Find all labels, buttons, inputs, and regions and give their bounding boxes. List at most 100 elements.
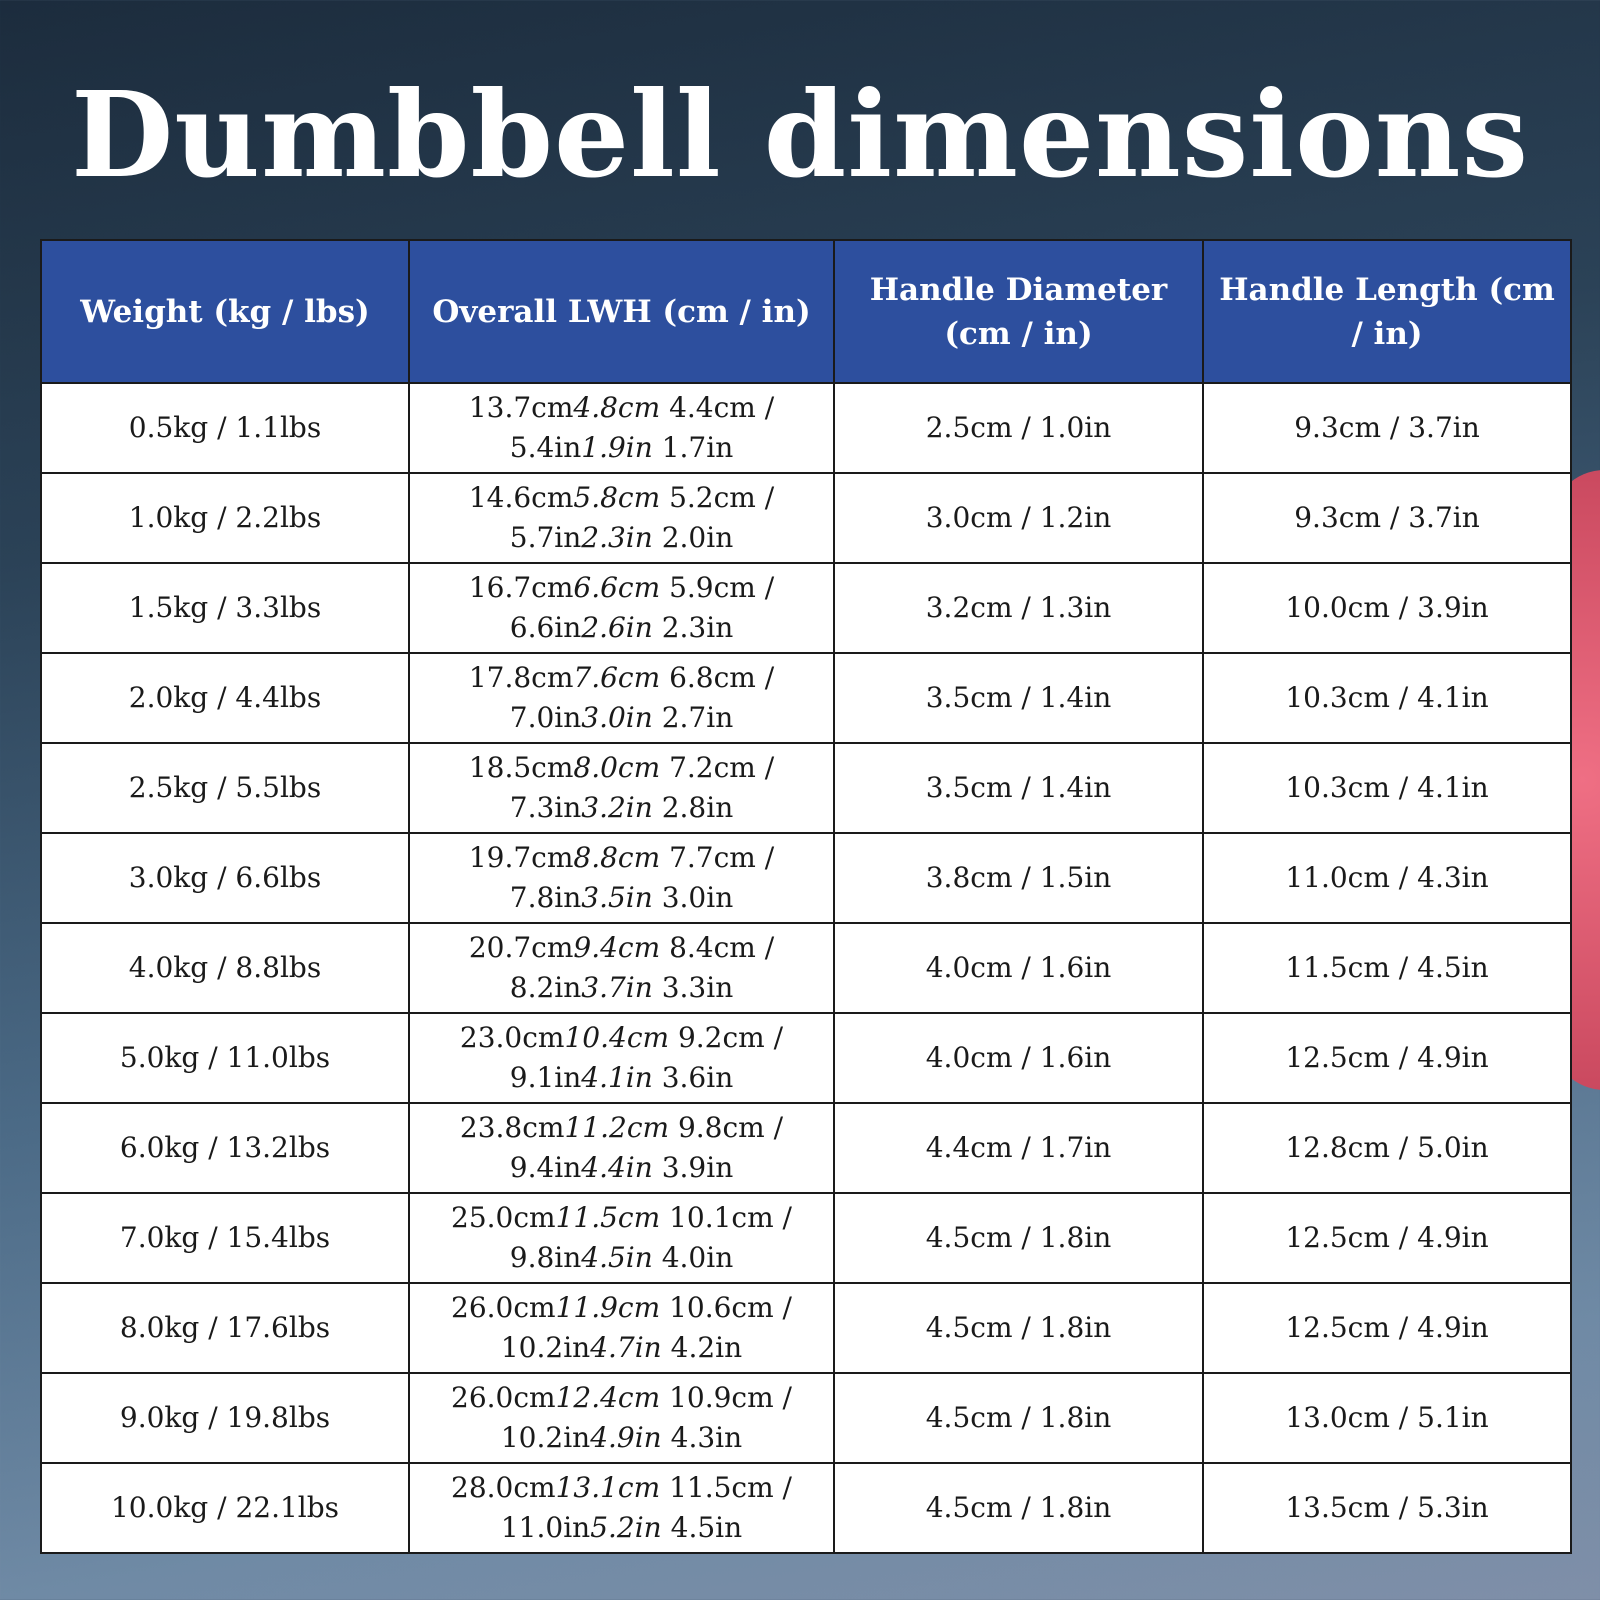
dimension-part: 11.2cm (564, 1111, 670, 1144)
table-row: 2.0kg / 4.4lbs 17.8cm7.6cm 6.8cm /7.0in3.… (40, 652, 1572, 744)
table-cell: 4.5cm / 1.8in (833, 1372, 1204, 1464)
dimension-part: 8.8cm (573, 841, 661, 874)
dimension-part: 7.8in (509, 881, 582, 914)
dimension-part: 26.0cm (451, 1291, 556, 1324)
dimension-part: 11.9cm (555, 1291, 661, 1324)
table-cell: 3.0kg / 6.6lbs (40, 832, 410, 924)
table-cell: 11.5cm / 4.5in (1202, 922, 1572, 1014)
dimension-part: 3.0in (581, 701, 653, 734)
dimension-part: 14.6cm (468, 481, 574, 514)
dimension-part: 1.7in (661, 431, 734, 464)
table-row: 2.5kg / 5.5lbs 18.5cm8.0cm 7.2cm /7.3in3.… (40, 742, 1572, 834)
table-cell: 4.0cm / 1.6in (833, 922, 1204, 1014)
table-row: 9.0kg / 19.8lbs 26.0cm12.4cm 10.9cm / 10.2… (40, 1372, 1572, 1464)
dimension-part: 4.5in (581, 1241, 653, 1274)
dimension-part: 3.0in (661, 881, 734, 914)
dimension-part: 9.8cm / (677, 1111, 784, 1144)
column-header: Overall LWH (cm / in) (408, 239, 835, 384)
dimension-cell: 13.7cm4.8cm 4.4cm / 5.4in1.9in 1.7in (408, 382, 835, 474)
dimension-cell: 25.0cm11.5cm 10.1cm / 9.8in4.5in 4.0in (408, 1192, 835, 1284)
dimension-part: 3.6in (661, 1061, 734, 1094)
table-row: 1.5kg / 3.3lbs 16.7cm6.6cm 5.9cm /6.6in2.… (40, 562, 1572, 654)
dimension-part: 18.5cm (468, 751, 574, 784)
dimension-cell: 26.0cm11.9cm 10.6cm / 10.2in4.7in 4.2in (408, 1282, 835, 1374)
dimension-part: 2.3in (581, 521, 653, 554)
table-cell: 4.5cm / 1.8in (833, 1462, 1204, 1554)
table-row: 0.5kg / 1.1lbs 13.7cm4.8cm 4.4cm /5.4in1.… (40, 382, 1572, 474)
table-row: 6.0kg / 13.2lbs 23.8cm11.2cm 9.8cm / 9.4in… (40, 1102, 1572, 1194)
dimension-part: 11.5cm (555, 1201, 661, 1234)
table-cell: 7.0kg / 15.4lbs (40, 1192, 410, 1284)
dimension-part: 12.4cm (555, 1381, 661, 1414)
dimension-part: 10.4cm (564, 1021, 670, 1054)
dimension-part: 10.2in (500, 1421, 591, 1454)
dimension-part: 3.5in (581, 881, 653, 914)
dimension-cell: 20.7cm9.4cm 8.4cm / 8.2in3.7in 3.3in (408, 922, 835, 1014)
dimension-part: 13.7cm (468, 391, 574, 424)
table-cell: 12.5cm / 4.9in (1202, 1012, 1572, 1104)
dimension-part: 9.8in (509, 1241, 582, 1274)
title: Dumbbell dimensions (70, 65, 1530, 204)
dimension-part: 20.7cm (468, 931, 574, 964)
dimension-part: 3.3in (661, 971, 734, 1004)
table-cell: 13.5cm / 5.3in (1202, 1462, 1572, 1554)
dimension-part: 11.0in (500, 1511, 591, 1544)
dimension-part: 10.9cm / (669, 1381, 792, 1414)
dimension-cell: 17.8cm7.6cm 6.8cm / 7.0in3.0in 2.7in (408, 652, 835, 744)
table-row: 3.0kg / 6.6lbs 19.7cm8.8cm 7.7cm /7.8in3.… (40, 832, 1572, 924)
dimension-part: 4.0in (661, 1241, 734, 1274)
dimension-part: 7.2cm / (669, 751, 775, 784)
table-cell: 9.3cm / 3.7in (1202, 472, 1572, 564)
table-cell: 2.5kg / 5.5lbs (40, 742, 410, 834)
dimension-part: 4.5in (670, 1511, 743, 1544)
dimension-part: 10.1cm / (669, 1201, 792, 1234)
table-cell: 12.5cm / 4.9in (1202, 1282, 1572, 1374)
dimension-part: 13.1cm (555, 1471, 661, 1504)
dimension-part: 8.2in (509, 971, 582, 1004)
dimension-cell: 14.6cm5.8cm 5.2cm / 5.7in2.3in 2.0in (408, 472, 835, 564)
dimension-cell: 18.5cm8.0cm 7.2cm / 7.3in3.2in 2.8in (408, 742, 835, 834)
dimension-part: 9.2cm / (677, 1021, 784, 1054)
dimension-part: 5.4in (509, 431, 582, 464)
table-cell: 12.5cm / 4.9in (1202, 1192, 1572, 1284)
dimensions-table: Weight (kg / lbs) Overall LWH (cm / in) Ha… (40, 239, 1572, 1554)
dimension-part: 4.8cm (573, 391, 661, 424)
dimension-part: 3.2in (581, 791, 653, 824)
table-cell: 3.8cm / 1.5in (833, 832, 1204, 924)
dimension-part: 26.0cm (451, 1381, 556, 1414)
table-cell: 3.5cm / 1.4in (833, 742, 1204, 834)
dimension-part: 17.8cm (468, 661, 574, 694)
table-cell: 10.3cm / 4.1in (1202, 742, 1572, 834)
table-cell: 4.4cm / 1.7in (833, 1102, 1204, 1194)
dimension-part: 10.6cm / (669, 1291, 792, 1324)
table-cell: 0.5kg / 1.1lbs (40, 382, 410, 474)
dimension-part: 4.3in (670, 1421, 743, 1454)
dimension-part: 4.4in (581, 1151, 653, 1184)
dimension-part: 7.7cm / (669, 841, 775, 874)
dimension-part: 9.4in (509, 1151, 582, 1184)
table-cell: 12.8cm / 5.0in (1202, 1102, 1572, 1194)
dimension-part: 28.0cm (451, 1471, 556, 1504)
dimension-part: 10.2in (500, 1331, 591, 1364)
dimension-part: 2.6in (581, 611, 653, 644)
dimension-part: 6.8cm / (669, 661, 775, 694)
table-cell: 4.0cm / 1.6in (833, 1012, 1204, 1104)
table-cell: 3.5cm / 1.4in (833, 652, 1204, 744)
dimension-part: 23.8cm (459, 1111, 565, 1144)
table-row: 8.0kg / 17.6lbs 26.0cm11.9cm 10.6cm / 10.2… (40, 1282, 1572, 1374)
dimension-cell: 23.0cm10.4cm 9.2cm / 9.1in4.1in 3.6in (408, 1012, 835, 1104)
table-cell: 13.0cm / 5.1in (1202, 1372, 1572, 1464)
table-cell: 11.0cm / 4.3in (1202, 832, 1572, 924)
dimension-part: 8.0cm (573, 751, 661, 784)
dimension-part: 16.7cm (468, 571, 574, 604)
dimension-cell: 16.7cm6.6cm 5.9cm / 6.6in2.6in 2.3in (408, 562, 835, 654)
dimension-part: 19.7cm (468, 841, 574, 874)
dimension-part: 2.3in (661, 611, 734, 644)
dimension-part: 1.9in (581, 431, 653, 464)
header-row: Weight (kg / lbs) Overall LWH (cm / in) Ha… (40, 239, 1572, 384)
table-row: 7.0kg / 15.4lbs 25.0cm11.5cm 10.1cm / 9.8i… (40, 1192, 1572, 1284)
dimension-part: 4.7in (590, 1331, 662, 1364)
dimension-part: 4.4cm / (669, 391, 775, 424)
dimension-part: 9.1in (509, 1061, 582, 1094)
